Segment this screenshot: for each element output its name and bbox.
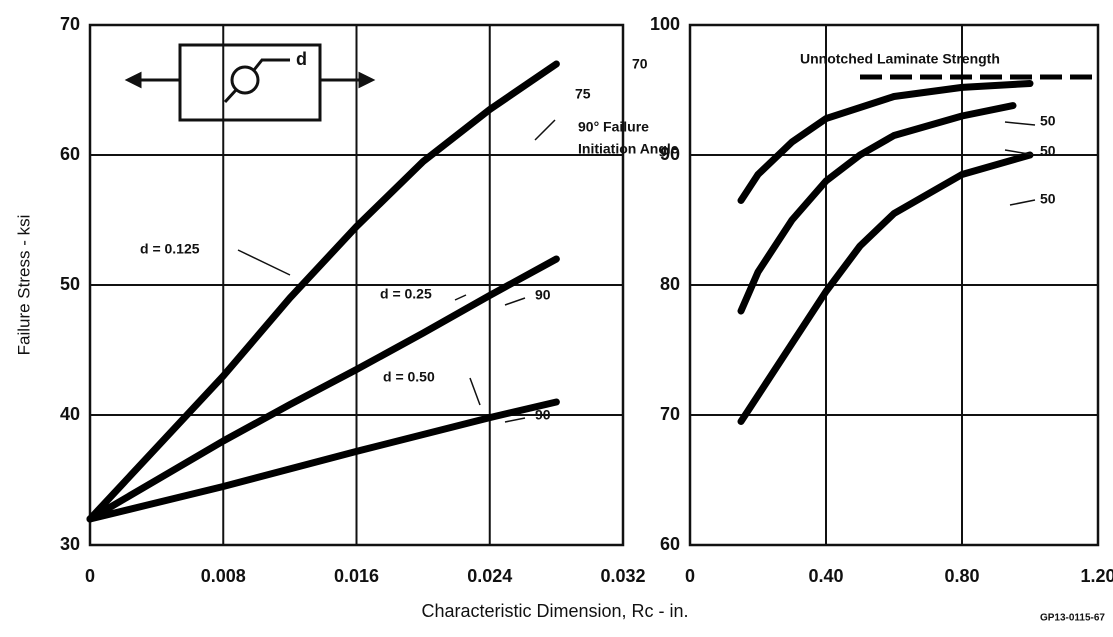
x-tick-label: 0.016 — [334, 566, 379, 586]
inset-leader — [223, 88, 238, 104]
annotation: 70 — [632, 56, 648, 72]
annotation: 90 — [535, 287, 551, 303]
annotation: 50 — [1040, 191, 1056, 207]
plot-frame — [688, 23, 1100, 547]
leader-line — [504, 417, 526, 423]
y-tick-label: 100 — [650, 14, 680, 34]
leader-line — [1004, 121, 1036, 126]
x-tick-label: 0.032 — [600, 566, 645, 586]
curve — [86, 398, 560, 523]
curve — [86, 255, 560, 523]
y-tick-label: 70 — [60, 14, 80, 34]
curve — [737, 80, 1034, 204]
leader-line — [1004, 149, 1036, 156]
leader-line — [469, 377, 481, 406]
inset-diagram — [124, 43, 376, 122]
annotation: 90 — [535, 407, 551, 423]
annotation: Initiation Angle — [578, 141, 679, 157]
annotation: 90° Failure — [578, 119, 649, 135]
y-tick-label: 60 — [660, 534, 680, 554]
x-tick-label: 0 — [685, 566, 695, 586]
inset-hole — [230, 65, 260, 95]
curve-label: d = 0.50 — [383, 369, 435, 385]
x-tick-label: 1.20 — [1080, 566, 1113, 586]
curve — [86, 60, 560, 523]
leader-line — [534, 119, 556, 141]
x-axis-label: Characteristic Dimension, Rc - in. — [421, 601, 688, 621]
leader-line — [504, 297, 526, 306]
curve — [737, 151, 1034, 425]
y-tick-label: 30 — [60, 534, 80, 554]
inset-arrowhead — [358, 71, 376, 89]
curve-label: Unnotched Laminate Strength — [800, 51, 1000, 67]
inset-arrowhead — [124, 71, 142, 89]
inset-label: d — [296, 49, 307, 69]
figure-code: GP13-0115-67 — [1040, 613, 1105, 624]
annotation: 50 — [1040, 113, 1056, 129]
annotation: 50 — [1040, 143, 1056, 159]
y-axis-label: Failure Stress - ksi — [14, 215, 33, 356]
y-tick-label: 60 — [60, 144, 80, 164]
leader-line — [454, 294, 467, 301]
y-tick-label: 70 — [660, 404, 680, 424]
inset-leader — [252, 58, 290, 71]
plot-frame — [88, 23, 625, 547]
y-tick-label: 50 — [60, 274, 80, 294]
curve-label: d = 0.125 — [140, 241, 200, 257]
x-tick-label: 0.024 — [467, 566, 512, 586]
y-tick-label: 90 — [660, 144, 680, 164]
y-tick-label: 40 — [60, 404, 80, 424]
curve-label: d = 0.25 — [380, 286, 432, 302]
x-tick-label: 0.80 — [944, 566, 979, 586]
inset-plate — [178, 43, 322, 122]
annotation: 75 — [575, 86, 591, 102]
curve — [737, 102, 1017, 315]
x-tick-label: 0 — [85, 566, 95, 586]
x-tick-label: 0.008 — [201, 566, 246, 586]
y-tick-label: 80 — [660, 274, 680, 294]
x-tick-label: 0.40 — [808, 566, 843, 586]
leader-line — [1009, 199, 1036, 206]
leader-line — [237, 249, 291, 276]
